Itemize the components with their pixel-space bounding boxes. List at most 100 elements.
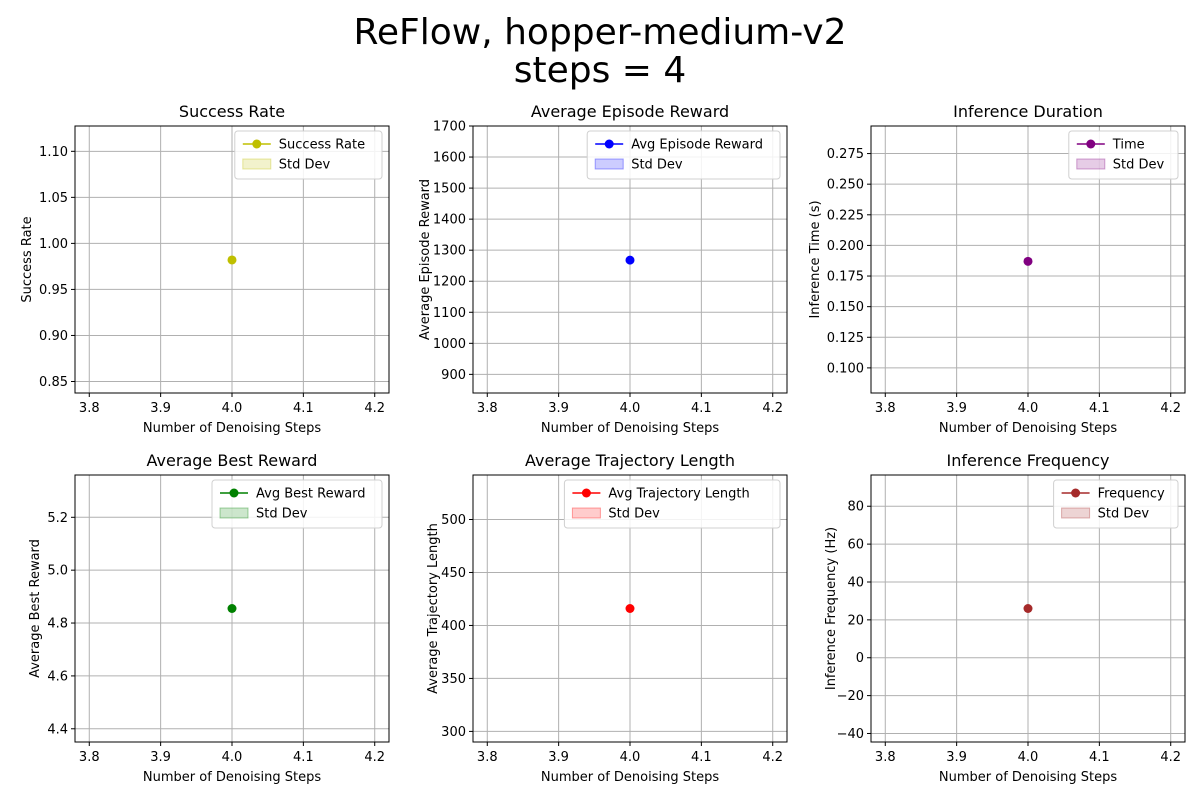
y-tick-label: 1700 <box>433 120 466 135</box>
x-tick-label: 4.1 <box>1089 750 1110 765</box>
y-axis-label: Average Best Reward <box>28 539 43 678</box>
y-tick-label: 1.05 <box>39 191 68 206</box>
legend-series-label: Frequency <box>1098 487 1165 502</box>
legend-marker-swatch <box>1086 139 1096 149</box>
y-tick-label: 80 <box>847 500 864 515</box>
y-tick-label: 1000 <box>433 337 466 352</box>
y-tick-label: 4.8 <box>47 617 68 632</box>
axes-frame <box>74 474 390 743</box>
y-tick-label: 500 <box>441 513 466 528</box>
x-tick-label: 3.8 <box>79 401 100 416</box>
figure-title-line-1: ReFlow, hopper-medium-v2 <box>354 12 847 53</box>
x-tick-label: 4.1 <box>691 750 712 765</box>
y-tick-label: 0 <box>856 651 864 666</box>
legend-stddev-swatch <box>1076 158 1106 170</box>
subplot-title: Average Episode Reward <box>531 102 729 121</box>
x-axis-label: Number of Denoising Steps <box>541 770 719 785</box>
legend-box <box>234 130 383 180</box>
x-tick-label: 4.1 <box>293 750 314 765</box>
x-tick-label: 4.0 <box>620 401 641 416</box>
data-point-marker <box>1023 604 1033 613</box>
subplot-3: 3.8 3.9 4.0 4.1 4.2 0.100 0.125 0.150 0.175 0.200… <box>808 102 1186 436</box>
x-tick-label: 3.9 <box>150 401 171 416</box>
axes-frame <box>472 125 788 394</box>
data-point-marker <box>625 604 635 613</box>
y-tick-label: 4.6 <box>47 669 68 684</box>
x-tick-label: 3.8 <box>875 401 896 416</box>
y-tick-label: −20 <box>837 689 864 704</box>
axes-frame <box>870 125 1186 394</box>
x-tick-label: 3.8 <box>477 750 498 765</box>
subplot-4: 3.8 3.9 4.0 4.1 4.2 4.4 4.6 4.8 5.0 5.2 Average Be… <box>28 451 390 785</box>
x-tick-label: 4.0 <box>1018 750 1039 765</box>
y-tick-label: 1500 <box>433 182 466 197</box>
legend-marker-swatch <box>1071 488 1081 498</box>
legend-stddev-label: Std Dev <box>256 507 308 522</box>
legend-stddev-label: Std Dev <box>631 158 683 173</box>
y-axis-label: Average Episode Reward <box>418 179 433 340</box>
y-tick-label: 1100 <box>433 306 466 321</box>
x-tick-label: 3.8 <box>875 750 896 765</box>
axes-frame <box>472 474 788 743</box>
subplot-6: 3.8 3.9 4.0 4.1 4.2 −40 −20 0 20 40 60 80 Inference … <box>824 451 1186 785</box>
y-tick-label: 1.00 <box>39 237 68 252</box>
legend-marker-swatch <box>604 139 614 149</box>
x-tick-label: 3.9 <box>946 401 967 416</box>
y-axis-label: Average Trajectory Length <box>426 523 441 694</box>
x-axis-label: Number of Denoising Steps <box>541 421 719 436</box>
y-tick-label: 400 <box>441 619 466 634</box>
legend-stddev-swatch <box>1061 507 1091 519</box>
y-tick-label: 5.2 <box>47 511 68 526</box>
y-tick-label: 60 <box>847 538 864 553</box>
x-tick-label: 3.9 <box>946 750 967 765</box>
subplot-1: 3.8 3.9 4.0 4.1 4.2 0.85 0.90 0.95 1.00 1.05 1.10 S… <box>20 102 390 436</box>
data-point-marker <box>227 604 237 613</box>
x-tick-label: 4.1 <box>1089 401 1110 416</box>
y-axis-label: Inference Frequency (Hz) <box>824 527 839 690</box>
subplot-title: Average Best Reward <box>147 451 318 470</box>
legend-stddev-swatch <box>219 507 249 519</box>
legend: Avg Best Reward Std Dev <box>211 479 383 529</box>
y-tick-label: 40 <box>847 575 864 590</box>
legend-stddev-label: Std Dev <box>1113 158 1165 173</box>
y-tick-label: 0.175 <box>827 270 864 285</box>
x-tick-label: 3.9 <box>548 401 569 416</box>
y-tick-label: 1300 <box>433 244 466 259</box>
y-tick-label: 0.125 <box>827 331 864 346</box>
legend-stddev-label: Std Dev <box>608 507 660 522</box>
legend: Success Rate Std Dev <box>234 130 383 180</box>
y-axis-label: Success Rate <box>20 216 35 302</box>
y-tick-label: 300 <box>441 725 466 740</box>
y-tick-label: 0.250 <box>827 178 864 193</box>
y-tick-label: 20 <box>847 613 864 628</box>
x-tick-label: 4.2 <box>364 401 385 416</box>
data-point-marker <box>625 255 635 265</box>
x-tick-label: 4.0 <box>1018 401 1039 416</box>
legend-marker-swatch <box>252 139 262 149</box>
y-tick-label: 0.90 <box>39 329 68 344</box>
legend-series-label: Time <box>1112 138 1145 153</box>
legend-box <box>1053 479 1179 529</box>
data-point-marker <box>227 255 237 265</box>
y-tick-label: 450 <box>441 566 466 581</box>
legend-marker-swatch <box>229 488 239 498</box>
x-tick-label: 3.9 <box>150 750 171 765</box>
legend: Avg Episode Reward Std Dev <box>586 130 781 180</box>
legend-series-label: Avg Episode Reward <box>631 138 763 153</box>
x-tick-label: 4.2 <box>762 401 783 416</box>
figure-title-line-2: steps = 4 <box>514 50 687 91</box>
data-point-marker <box>1023 256 1033 266</box>
x-tick-label: 3.9 <box>548 750 569 765</box>
y-tick-label: 1400 <box>433 213 466 228</box>
legend-stddev-label: Std Dev <box>1098 507 1150 522</box>
y-tick-label: 0.95 <box>39 283 68 298</box>
legend-box <box>1068 130 1179 180</box>
subplot-grid: 3.8 3.9 4.0 4.1 4.2 0.85 0.90 0.95 1.00 1.05 1.10 S… <box>20 102 1186 785</box>
y-tick-label: 0.200 <box>827 239 864 254</box>
legend-stddev-swatch <box>594 158 624 170</box>
y-tick-label: 900 <box>441 368 466 383</box>
subplot-title: Inference Duration <box>953 102 1103 121</box>
subplot-2: 3.8 3.9 4.0 4.1 4.2 900 1000 1100 1200 1300 1400 15… <box>418 102 788 436</box>
legend-marker-swatch <box>581 488 591 498</box>
